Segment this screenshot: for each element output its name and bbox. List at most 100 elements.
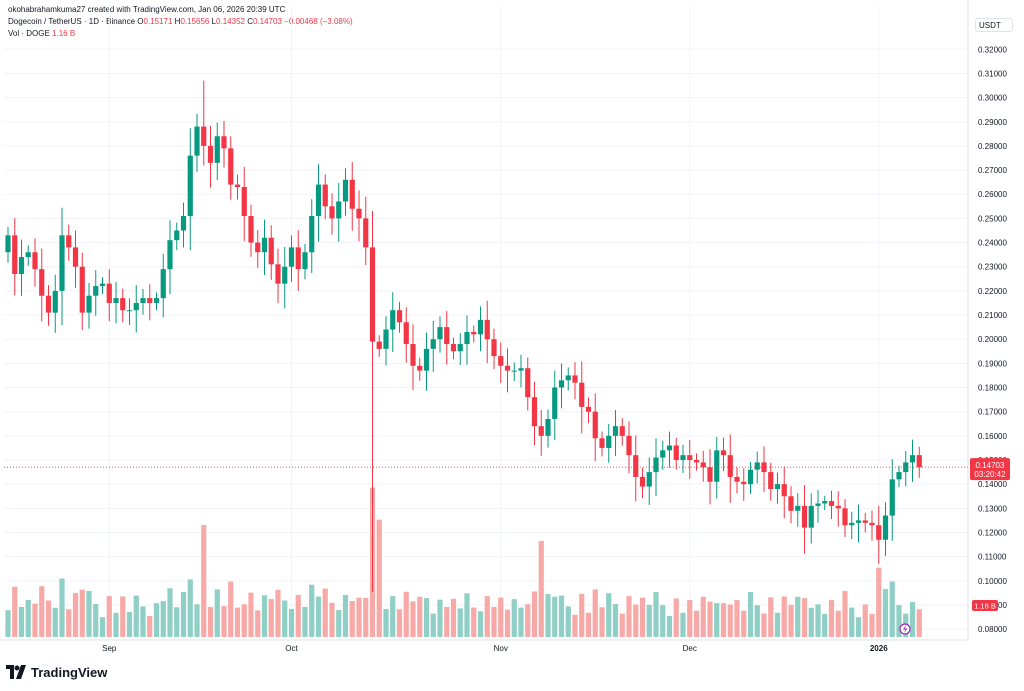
y-tick-label: 0.27000 [978, 166, 1007, 175]
volume-bar [342, 594, 349, 637]
volume-bar [147, 615, 153, 637]
change-value: −0.00468 (−3.08%) [284, 17, 353, 26]
volume-bar [525, 604, 531, 637]
candle-body [747, 469, 754, 485]
volume-bar [390, 596, 396, 637]
y-tick-label: 0.13000 [978, 504, 1007, 513]
volume-bar [174, 607, 180, 637]
candle-body [410, 344, 416, 366]
x-tick-label: 2026 [870, 644, 888, 653]
y-tick-label: 0.32000 [978, 45, 1007, 54]
candle-body [876, 525, 882, 540]
candle-body [700, 462, 706, 468]
candle-body [12, 235, 18, 274]
volume-bar [653, 592, 659, 637]
volume-bar [687, 599, 693, 637]
candle-body [207, 145, 214, 163]
volume-bar [788, 604, 794, 637]
symbol-title[interactable]: Dogecoin / TetherUS · 1D · Binance [8, 17, 136, 26]
ohlc-row: Dogecoin / TetherUS · 1D · Binance O0.15… [8, 17, 353, 26]
candle-body [59, 235, 65, 291]
volume-bar [25, 599, 31, 637]
candle-body [322, 184, 328, 207]
candle-body [882, 515, 889, 540]
candle-body [99, 283, 106, 287]
high-value: 0.15656 [180, 17, 210, 26]
candle-body [680, 455, 686, 461]
volume-bar [106, 596, 112, 637]
volume-bar [558, 595, 565, 637]
volume-bar [720, 603, 727, 637]
y-tick-label: 0.18000 [978, 384, 1007, 393]
candle-body [174, 230, 180, 241]
candle-body [464, 331, 470, 345]
volume-bar [45, 600, 52, 637]
open-value: 0.15171 [143, 17, 173, 26]
candle-body [660, 450, 666, 458]
volume-bar [545, 594, 551, 637]
volume-bar [410, 601, 416, 637]
candle-body [302, 252, 308, 270]
candle-body [403, 322, 409, 345]
volume-bar [774, 612, 781, 637]
candle-body [25, 252, 31, 258]
candle-body [396, 310, 403, 323]
candle-body [855, 520, 862, 523]
candle-body [450, 344, 457, 352]
volume-bar [396, 609, 403, 637]
volume-label: Vol · DOGE [8, 29, 50, 38]
volume-bar [619, 613, 625, 637]
candle-body [18, 257, 25, 274]
candle-body [376, 341, 382, 349]
volume-bar [822, 613, 828, 637]
volume-row: Vol · DOGE 1.16 B [8, 28, 353, 40]
volume-bar [518, 607, 524, 637]
volume-bar [309, 584, 315, 637]
x-tick-label: Sep [102, 644, 117, 653]
candle-body [869, 522, 875, 526]
candle-body [349, 179, 355, 209]
candle-body [828, 501, 835, 506]
volume-bar [52, 607, 58, 637]
volume-bar [801, 598, 808, 637]
candle-body [511, 370, 517, 372]
volume-bar [133, 595, 139, 637]
volume-bar [356, 597, 362, 637]
candle-body [369, 247, 376, 342]
volume-bar [626, 596, 632, 637]
volume-bar [882, 589, 889, 637]
candle-body [39, 269, 45, 296]
candle-body [774, 484, 781, 489]
volume-bar [336, 610, 342, 637]
currency-selector[interactable]: USDT [975, 18, 1013, 32]
candle-body [815, 503, 821, 506]
candle-body [862, 520, 868, 523]
volume-bar [248, 592, 254, 637]
y-tick-label: 0.16000 [978, 432, 1007, 441]
candle-body [653, 457, 659, 473]
volume-bar [315, 596, 322, 637]
tradingview-logo-icon [6, 665, 26, 679]
candle-body [309, 215, 315, 253]
y-tick-label: 0.17000 [978, 408, 1007, 417]
brand-name: TradingView [31, 664, 108, 680]
volume-bar [572, 614, 578, 637]
candle-body [282, 266, 288, 284]
candle-body [261, 237, 268, 253]
volume-bar [120, 596, 126, 637]
candle-body [336, 201, 342, 219]
candle-body [545, 418, 551, 436]
volume-bar [484, 596, 490, 637]
tradingview-branding[interactable]: TradingView [6, 660, 107, 684]
volume-bar [241, 604, 247, 637]
candle-body [187, 155, 193, 216]
candle-body [275, 264, 281, 284]
candle-body [315, 184, 322, 216]
candle-body [52, 290, 58, 313]
volume-bar [376, 519, 382, 637]
volume-bar [268, 599, 274, 637]
author-line: okohabrahamkuma27 created with TradingVi… [8, 5, 286, 14]
candle-body [93, 286, 99, 296]
volume-bar [207, 606, 214, 637]
